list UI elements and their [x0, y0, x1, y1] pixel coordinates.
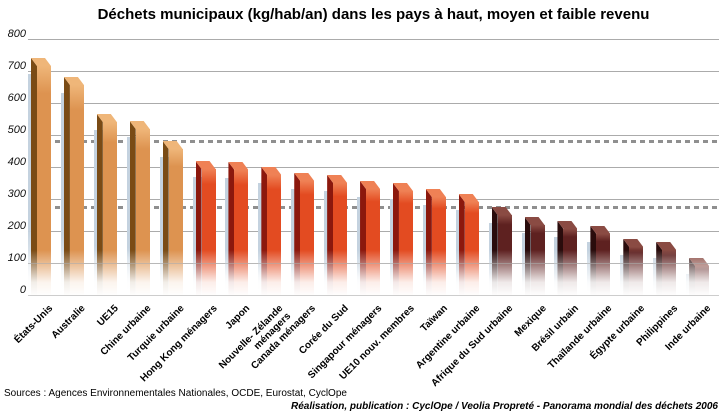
- bar-side-face: [96, 114, 103, 295]
- gridline-600: [28, 103, 719, 104]
- x-axis-label-text: Australie: [49, 303, 88, 342]
- bar-side-face: [294, 173, 301, 295]
- x-axis-label-text: Japon: [223, 303, 253, 332]
- bar-top-face: [491, 207, 512, 215]
- gridline-800: [28, 39, 719, 40]
- bar-front-face: [37, 66, 51, 295]
- y-tick-label-400: 400: [7, 156, 26, 168]
- bar-top-face: [31, 58, 51, 66]
- sources-text: Sources : Agences Environnementales Nati…: [4, 388, 347, 399]
- y-tick-label-300: 300: [7, 188, 26, 200]
- y-tick-label-800: 800: [7, 28, 26, 40]
- bar-side-face: [327, 175, 334, 295]
- bar-side-face: [392, 183, 399, 295]
- y-tick-label-500: 500: [7, 124, 26, 136]
- bar-top-face: [392, 183, 413, 191]
- bar-top-face: [524, 217, 545, 225]
- bar-side-face: [425, 189, 432, 295]
- y-tick-label-200: 200: [7, 220, 26, 232]
- bar-side-face: [458, 194, 465, 295]
- bar-side-face: [162, 141, 169, 295]
- bar-side-face: [261, 167, 268, 295]
- bar-top-face: [557, 221, 578, 229]
- y-tick-label-600: 600: [7, 92, 26, 104]
- gridline-over-fog-100: [28, 263, 719, 264]
- gridline-over-fog-0: [28, 295, 719, 296]
- y-tick-label-0: 0: [19, 284, 26, 296]
- bar-top-face: [623, 239, 644, 247]
- bar-top-face: [425, 189, 446, 197]
- gridline-500: [28, 135, 719, 136]
- bar-top-face: [327, 175, 348, 183]
- x-axis-label-text: États-Unis: [12, 303, 55, 346]
- chart-title: Déchets municipaux (kg/hab/an) dans les …: [97, 6, 650, 23]
- base-fog-overlay: [28, 250, 719, 296]
- bar-top-face: [162, 141, 183, 149]
- bar-top-face: [261, 167, 282, 175]
- bar-side-face: [360, 181, 367, 295]
- bar-top-face: [294, 173, 315, 181]
- bar-top-face: [228, 162, 249, 170]
- y-tick-label-100: 100: [7, 252, 26, 264]
- y-tick-label-700: 700: [7, 60, 26, 72]
- bar-états-unis: [28, 58, 51, 295]
- bar-side-face: [129, 121, 136, 295]
- credit-text: Réalisation, publication : CyclOpe / Veo…: [291, 401, 718, 412]
- bar-top-face: [129, 121, 150, 129]
- bar-side-face: [195, 161, 202, 295]
- bar-top-face: [195, 161, 216, 169]
- x-axis-label-text: Taïwan: [418, 303, 450, 335]
- bar-top-face: [590, 226, 611, 234]
- bar-top-face: [458, 194, 479, 202]
- gridline-700: [28, 71, 719, 72]
- bar-top-face: [360, 181, 381, 189]
- bar-front-face: [69, 85, 84, 295]
- bar-side-face: [31, 58, 37, 295]
- bar-side-face: [228, 162, 235, 295]
- bar-top-face: [96, 114, 117, 122]
- bar-top-face: [63, 77, 84, 85]
- bar-top-face: [656, 242, 677, 250]
- x-axis-label-text: UE15: [95, 303, 121, 329]
- gridline-400: [28, 167, 719, 168]
- bar-australie: [60, 77, 84, 295]
- bar-side-face: [63, 77, 70, 295]
- reference-line-1: [28, 140, 719, 144]
